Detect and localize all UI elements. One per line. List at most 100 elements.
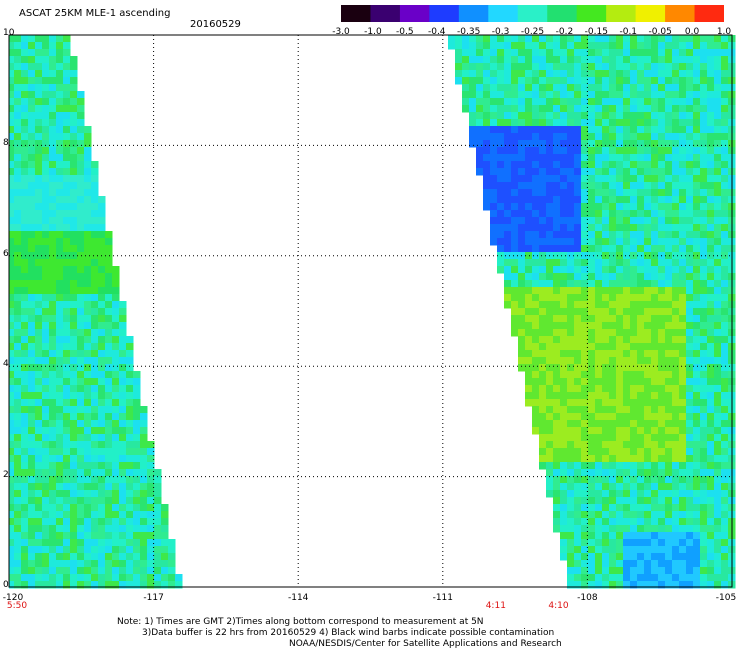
- swath-cell: [616, 98, 624, 106]
- swath-cell: [574, 406, 582, 414]
- swath-cell: [42, 287, 50, 295]
- swath-cell: [658, 287, 666, 295]
- swath-cell: [637, 476, 645, 484]
- swath-cell: [35, 105, 43, 113]
- swath-cell: [84, 315, 92, 323]
- swath-cell: [560, 56, 568, 64]
- swath-cell: [49, 434, 57, 442]
- swath-cell: [665, 518, 673, 526]
- swath-cell: [637, 63, 645, 71]
- swath-cell: [14, 560, 22, 568]
- swath-cell: [28, 161, 36, 169]
- swath-cell: [588, 308, 596, 316]
- swath-cell: [525, 357, 533, 365]
- swath-cell: [91, 511, 99, 519]
- swath-cell: [707, 343, 715, 351]
- swath-cell: [84, 168, 92, 176]
- swath-cell: [721, 280, 729, 288]
- swath-cell: [21, 98, 29, 106]
- swath-cell: [63, 112, 71, 120]
- swath-cell: [9, 441, 17, 449]
- swath-cell: [567, 203, 575, 211]
- swath-cell: [21, 140, 29, 148]
- swath-cell: [9, 105, 17, 113]
- swath-cell: [672, 196, 680, 204]
- swath-cell: [609, 105, 617, 113]
- swath-cell: [553, 196, 561, 204]
- swath-cell: [490, 35, 498, 43]
- swath-cell: [721, 77, 729, 85]
- swath-cell: [539, 119, 547, 127]
- swath-cell: [126, 483, 134, 491]
- swath-cell: [77, 203, 85, 211]
- swath-cell: [105, 490, 113, 498]
- swath-cell: [672, 105, 680, 113]
- swath-cell: [525, 385, 533, 393]
- swath-cell: [105, 413, 113, 421]
- swath-cell: [98, 574, 106, 582]
- swath-cell: [637, 322, 645, 330]
- swath-cell: [714, 126, 722, 134]
- swath-cell: [623, 371, 631, 379]
- swath-cell: [518, 217, 526, 225]
- swath-cell: [658, 329, 666, 337]
- swath-cell: [539, 406, 547, 414]
- swath-cell: [595, 469, 603, 477]
- swath-cell: [595, 126, 603, 134]
- swath-cell: [609, 385, 617, 393]
- swath-cell: [77, 336, 85, 344]
- swath-cell: [21, 238, 29, 246]
- swath-cell: [546, 77, 554, 85]
- swath-cell: [63, 161, 71, 169]
- swath-cell: [651, 266, 659, 274]
- swath-cell: [63, 147, 71, 155]
- swath-cell: [42, 84, 50, 92]
- swath-cell: [553, 84, 561, 92]
- swath-cell: [553, 301, 561, 309]
- swath-cell: [588, 434, 596, 442]
- swath-cell: [686, 168, 694, 176]
- swath-cell: [588, 490, 596, 498]
- swath-cell: [651, 350, 659, 358]
- swath-cell: [623, 518, 631, 526]
- swath-cell: [154, 469, 162, 477]
- swath-cell: [672, 469, 680, 477]
- swath-cell: [609, 441, 617, 449]
- swath-cell: [112, 343, 120, 351]
- swath-cell: [35, 511, 43, 519]
- swath-cell: [42, 448, 50, 456]
- swath-cell: [490, 168, 498, 176]
- swath-cell: [616, 308, 624, 316]
- swath-cell: [511, 42, 519, 50]
- swath-cell: [70, 497, 78, 505]
- swath-cell: [602, 385, 610, 393]
- swath-cell: [581, 574, 589, 582]
- swath-cell: [707, 231, 715, 239]
- swath-cell: [707, 497, 715, 505]
- swath-cell: [637, 147, 645, 155]
- swath-cell: [700, 294, 708, 302]
- swath-cell: [637, 77, 645, 85]
- swath-cell: [21, 301, 29, 309]
- swath-cell: [42, 560, 50, 568]
- swath-cell: [700, 469, 708, 477]
- swath-cell: [658, 203, 666, 211]
- swath-cell: [42, 343, 50, 351]
- swath-cell: [70, 378, 78, 386]
- swath-cell: [644, 343, 652, 351]
- swath-cell: [644, 329, 652, 337]
- swath-cell: [77, 301, 85, 309]
- swath-cell: [602, 224, 610, 232]
- swath-cell: [56, 35, 64, 43]
- swath-cell: [665, 427, 673, 435]
- swath-cell: [588, 385, 596, 393]
- swath-cell: [574, 266, 582, 274]
- swath-cell: [637, 315, 645, 323]
- swath-cell: [119, 322, 127, 330]
- swath-cell: [693, 392, 701, 400]
- swath-cell: [588, 42, 596, 50]
- swath-cell: [483, 140, 491, 148]
- swath-cell: [693, 448, 701, 456]
- swath-cell: [581, 77, 589, 85]
- swath-cell: [553, 329, 561, 337]
